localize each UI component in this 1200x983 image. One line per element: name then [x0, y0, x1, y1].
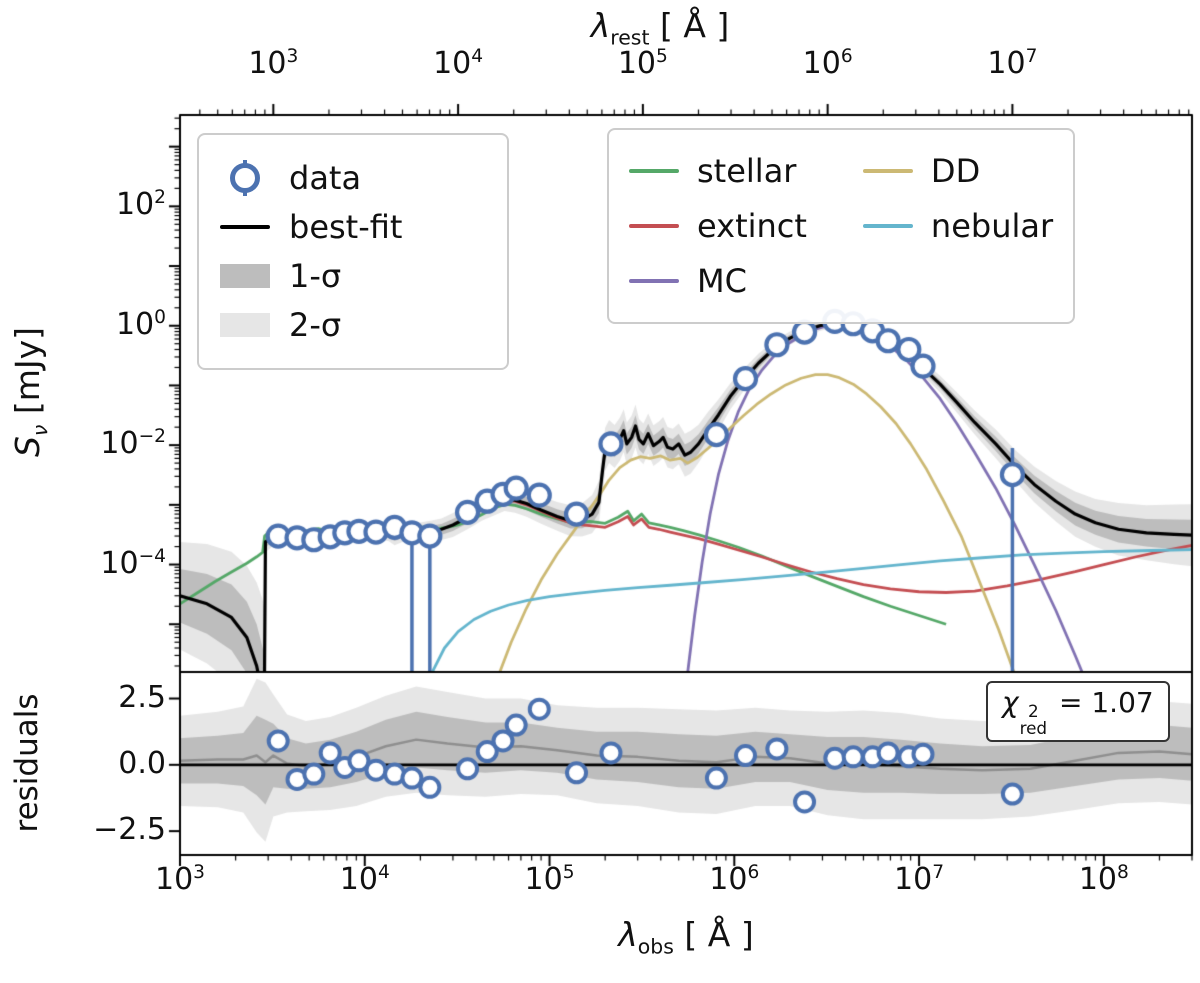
sed-figure: Sν [mJy] residuals λobs [ Å ] λrest [ Å …	[0, 0, 1200, 983]
chart-canvas	[0, 0, 1200, 983]
